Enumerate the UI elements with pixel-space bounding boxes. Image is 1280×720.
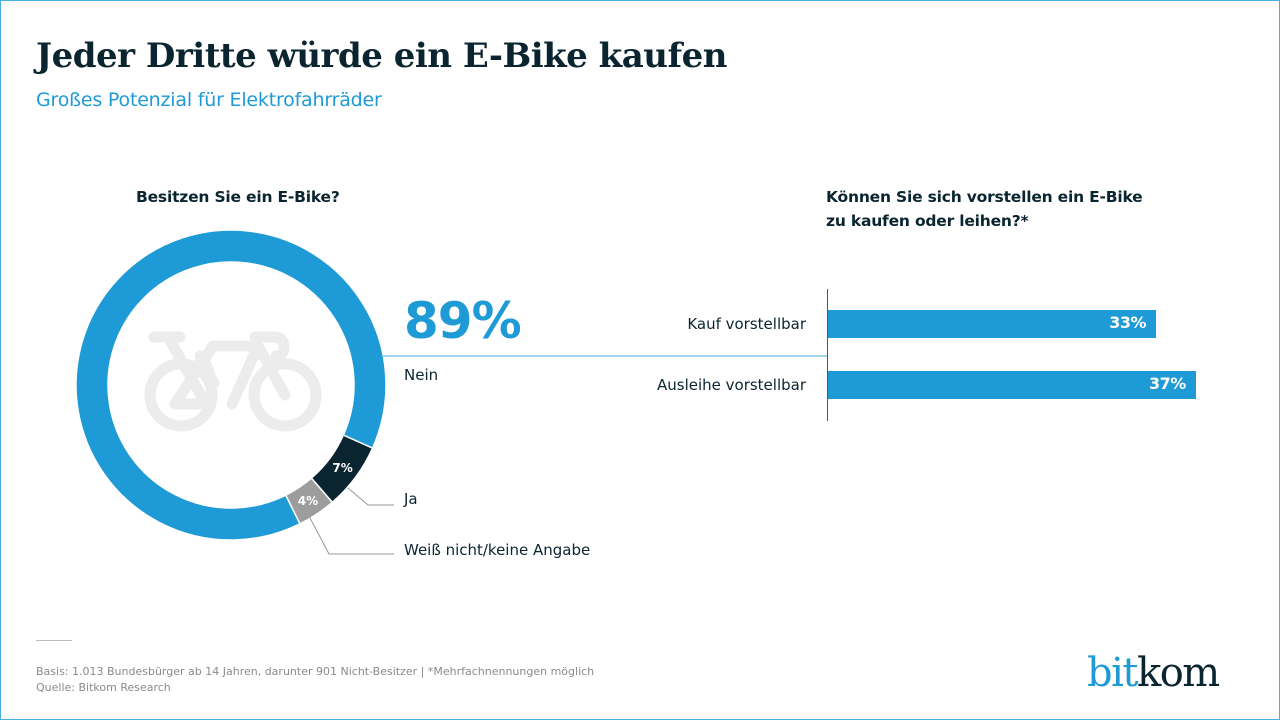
footer-basis: Basis: 1.013 Bundesbürger ab 14 Jahren, … bbox=[36, 665, 595, 678]
bar-value-label: 37% bbox=[1148, 374, 1186, 393]
ja-label: Ja bbox=[404, 490, 418, 508]
bitkom-logo: bitkom bbox=[1087, 650, 1220, 696]
ja-leader-line bbox=[347, 487, 394, 506]
weiss-nicht-leader-line bbox=[308, 515, 394, 555]
donut-slice-label-ja: 7% bbox=[332, 461, 352, 475]
bar-axis bbox=[827, 289, 828, 421]
donut-slice-label-weiss-nicht: 4% bbox=[298, 494, 318, 508]
bar: 37% bbox=[828, 371, 1196, 399]
weiss-nicht-label: Weiß nicht/keine Angabe bbox=[404, 541, 591, 559]
nein-label: Nein bbox=[404, 366, 439, 384]
bar-category-label: Kauf vorstellbar bbox=[687, 315, 806, 333]
bar-value-label: 33% bbox=[1109, 313, 1147, 332]
bar: 33% bbox=[828, 310, 1157, 338]
logo-bit: bit bbox=[1087, 650, 1138, 696]
page-subtitle: Großes Potenzial für Elektrofahrräder bbox=[36, 89, 382, 111]
footer-rule bbox=[36, 640, 72, 641]
nein-percentage: 89% bbox=[404, 292, 522, 350]
page-title: Jeder Dritte würde ein E-Bike kaufen bbox=[36, 36, 727, 76]
donut-title: Besitzen Sie ein E-Bike? bbox=[136, 188, 340, 206]
bicycle-icon bbox=[144, 331, 322, 432]
bar-category-label: Ausleihe vorstellbar bbox=[656, 376, 806, 394]
logo-kom: kom bbox=[1136, 650, 1220, 696]
bar-chart-title: Können Sie sich vorstellen ein E-Bike zu… bbox=[826, 185, 1143, 233]
bar-chart-title-line-2: zu kaufen oder leihen?* bbox=[826, 212, 1029, 230]
footer-source: Quelle: Bitkom Research bbox=[36, 681, 171, 694]
bar-chart-title-line-1: Können Sie sich vorstellen ein E-Bike bbox=[826, 188, 1143, 206]
donut-slice-nein bbox=[75, 229, 387, 541]
